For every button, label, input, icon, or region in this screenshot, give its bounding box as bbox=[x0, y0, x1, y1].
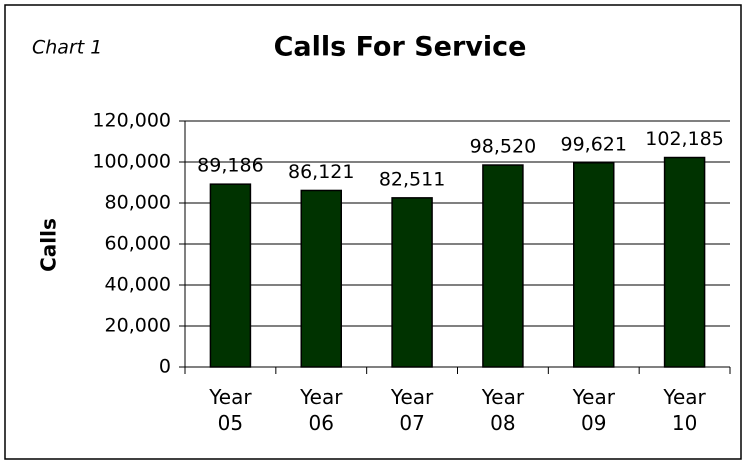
data-label: 99,621 bbox=[561, 133, 627, 155]
y-tick-label: 80,000 bbox=[105, 192, 171, 214]
data-label: 89,186 bbox=[197, 155, 263, 177]
x-tick-label: Year 08 bbox=[481, 385, 525, 435]
x-tick-label: Year 06 bbox=[300, 385, 343, 435]
chart-border bbox=[4, 4, 742, 460]
x-tick-label: Year 07 bbox=[390, 385, 434, 435]
data-label: 102,185 bbox=[645, 128, 724, 150]
bar bbox=[482, 164, 524, 368]
x-tick-label: Year 09 bbox=[572, 385, 615, 435]
bar bbox=[391, 197, 433, 368]
data-label: 98,520 bbox=[470, 136, 536, 158]
bar bbox=[573, 162, 615, 368]
bar bbox=[300, 189, 342, 368]
y-tick-label: 0 bbox=[159, 356, 171, 378]
y-tick-label: 120,000 bbox=[92, 110, 171, 132]
y-axis-label: Calls bbox=[37, 218, 61, 272]
data-label: 82,511 bbox=[379, 168, 445, 190]
chart-title: Calls For Service bbox=[274, 32, 527, 63]
y-tick-label: 40,000 bbox=[105, 274, 171, 296]
bar bbox=[209, 183, 252, 368]
y-tick-label: 100,000 bbox=[92, 151, 171, 173]
data-label: 86,121 bbox=[288, 161, 354, 183]
y-tick-label: 20,000 bbox=[105, 315, 171, 337]
bar bbox=[663, 156, 706, 368]
x-tick-label: Year 10 bbox=[663, 385, 706, 435]
y-tick-label: 60,000 bbox=[105, 233, 171, 255]
x-tick-label: Year 05 bbox=[209, 385, 252, 435]
chart-label: Chart 1 bbox=[32, 37, 102, 59]
